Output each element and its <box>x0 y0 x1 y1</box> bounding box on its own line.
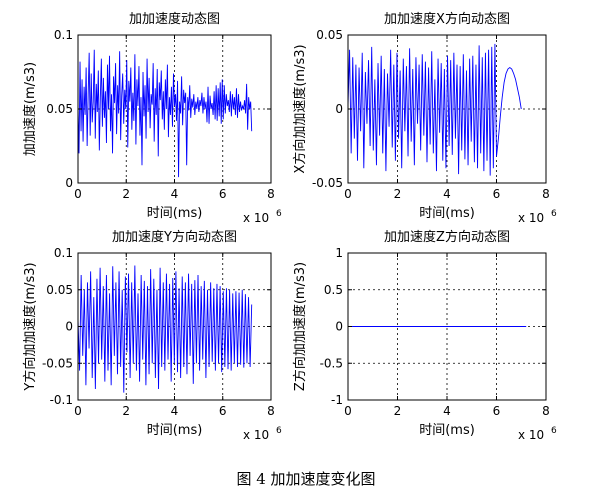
y-tick-label: 0 <box>65 176 73 190</box>
x-tick-label: 8 <box>267 187 275 201</box>
y-tick-label: 0.05 <box>316 28 343 42</box>
x-axis-label: 时间(ms) <box>147 206 203 221</box>
y-tick-label: 0.05 <box>46 102 73 116</box>
y-axis-label: Z方向加加速度(m/s3) <box>292 262 308 391</box>
chart-title: 加加速度Y方向动态图 <box>112 229 237 245</box>
x-tick-label: 8 <box>267 404 275 418</box>
x-axis-label: 时间(ms) <box>147 423 203 438</box>
y-tick-label: -0.05 <box>42 356 73 370</box>
x-tick-label: 0 <box>344 404 352 418</box>
x-tick-label: 6 <box>493 187 501 201</box>
y-tick-label: 0.05 <box>46 283 73 297</box>
x-axis-exponent-power: 6 <box>551 426 557 436</box>
x-axis-exponent: x 10 <box>518 428 544 442</box>
x-tick-label: 4 <box>443 404 451 418</box>
x-tick-label: 0 <box>74 187 82 201</box>
x-tick-label: 2 <box>394 187 402 201</box>
series-line-1 <box>77 49 253 178</box>
chart-title: 加加速度Z方向动态图 <box>384 229 510 245</box>
y-tick-label: 0.5 <box>324 283 343 297</box>
y-tick-label: 1 <box>335 246 343 260</box>
y-tick-label: -1 <box>331 393 343 407</box>
y-tick-label: -0.1 <box>50 393 73 407</box>
y-tick-label: 0.1 <box>54 246 73 260</box>
figure-caption: 图 4 加加速度变化图 <box>236 470 376 488</box>
x-tick-label: 6 <box>219 187 227 201</box>
series-line-1 <box>77 265 253 393</box>
y-axis-label: 加加速度(m/s3) <box>22 62 38 156</box>
x-axis-exponent-power: 6 <box>276 426 282 436</box>
y-axis-label: Y方向加加速度(m/s3) <box>22 262 38 391</box>
x-tick-label: 4 <box>171 187 179 201</box>
chart-title: 加加速度动态图 <box>129 11 220 27</box>
chart-title: 加加速度X方向动态图 <box>384 11 510 27</box>
x-tick-label: 0 <box>74 404 82 418</box>
x-tick-label: 6 <box>493 404 501 418</box>
y-tick-label: 0 <box>335 320 343 334</box>
x-axis-exponent: x 10 <box>518 211 544 225</box>
x-axis-exponent-power: 6 <box>276 209 282 219</box>
x-tick-label: 2 <box>122 404 130 418</box>
y-tick-label: -0.05 <box>312 176 343 190</box>
series-line-1 <box>347 43 497 176</box>
x-tick-label: 2 <box>122 187 130 201</box>
x-tick-label: 8 <box>542 404 550 418</box>
x-tick-label: 2 <box>394 404 402 418</box>
y-tick-label: -0.5 <box>320 356 343 370</box>
y-tick-label: 0.1 <box>54 28 73 42</box>
series-line-2 <box>496 66 522 157</box>
x-axis-label: 时间(ms) <box>419 206 475 221</box>
x-tick-label: 4 <box>443 187 451 201</box>
x-axis-exponent: x 10 <box>243 211 269 225</box>
x-axis-exponent-power: 6 <box>551 209 557 219</box>
y-axis-label: X方向加加速度(m/s3) <box>292 44 308 173</box>
y-tick-label: 0 <box>65 320 73 334</box>
x-tick-label: 0 <box>344 187 352 201</box>
x-axis-label: 时间(ms) <box>419 423 475 438</box>
y-tick-label: 0 <box>335 102 343 116</box>
x-axis-exponent: x 10 <box>243 428 269 442</box>
x-tick-label: 6 <box>219 404 227 418</box>
x-tick-label: 4 <box>171 404 179 418</box>
x-tick-label: 8 <box>542 187 550 201</box>
